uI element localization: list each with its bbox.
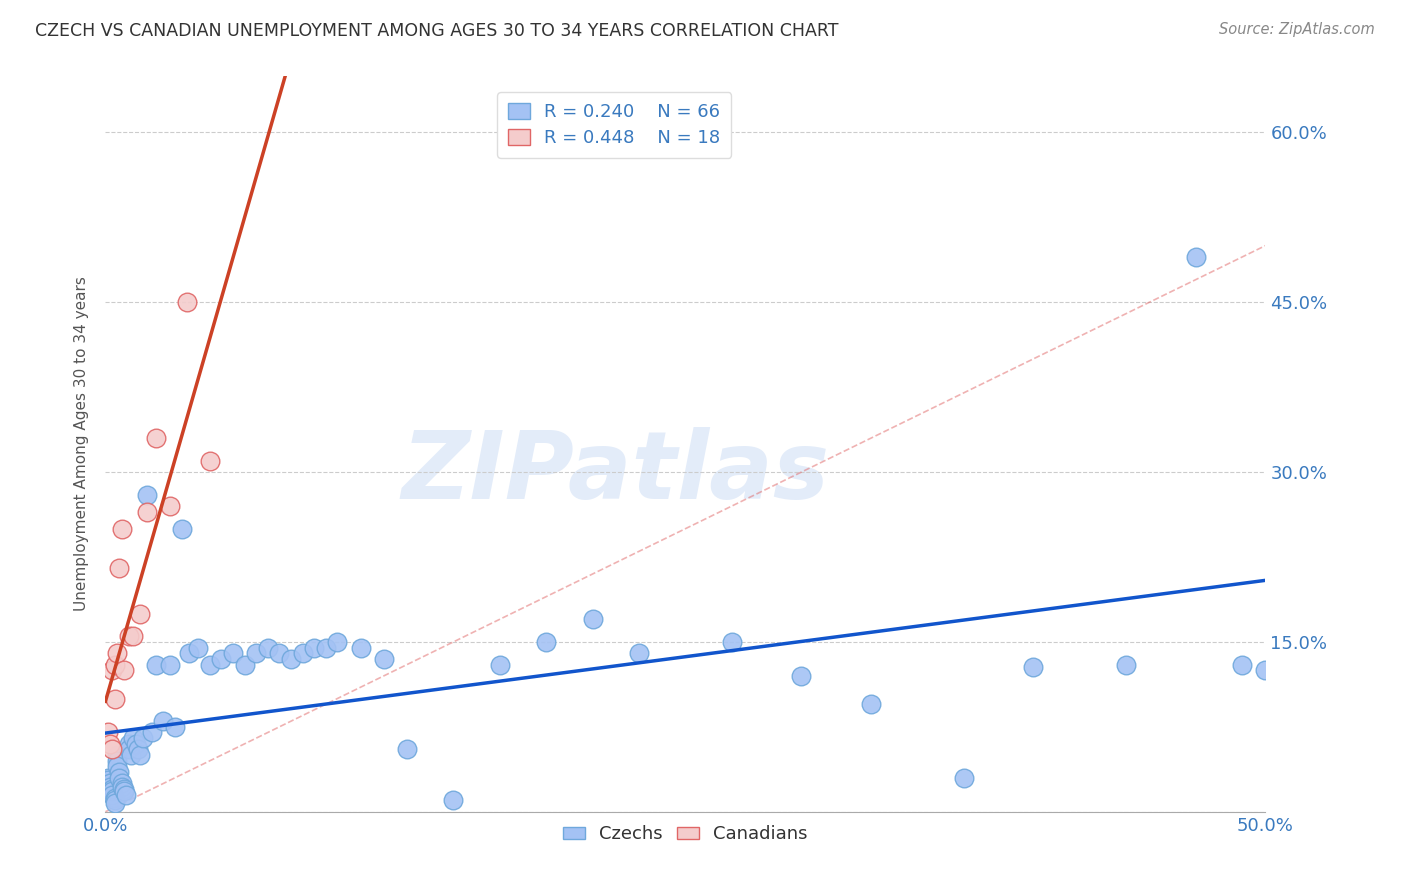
Point <box>101 782 124 797</box>
Point <box>280 652 302 666</box>
Point <box>101 742 124 756</box>
Point <box>111 776 134 790</box>
Point <box>349 640 371 655</box>
Point <box>105 748 128 763</box>
Point <box>159 499 181 513</box>
Point <box>115 788 138 802</box>
Point <box>163 720 186 734</box>
Point <box>108 765 131 780</box>
Point <box>141 725 163 739</box>
Point <box>326 635 349 649</box>
Point <box>118 737 141 751</box>
Point <box>98 780 121 794</box>
Point <box>721 635 744 649</box>
Point <box>98 776 121 790</box>
Text: ZIPatlas: ZIPatlas <box>402 427 830 519</box>
Point <box>104 796 127 810</box>
Point <box>112 782 135 797</box>
Point <box>396 742 419 756</box>
Point <box>124 737 146 751</box>
Text: Source: ZipAtlas.com: Source: ZipAtlas.com <box>1219 22 1375 37</box>
Point <box>108 771 131 785</box>
Point <box>122 629 145 643</box>
Point <box>860 697 883 711</box>
Point <box>105 646 128 660</box>
Text: CZECH VS CANADIAN UNEMPLOYMENT AMONG AGES 30 TO 34 YEARS CORRELATION CHART: CZECH VS CANADIAN UNEMPLOYMENT AMONG AGE… <box>35 22 838 40</box>
Point <box>136 505 159 519</box>
Point <box>108 561 131 575</box>
Point <box>104 791 127 805</box>
Point <box>97 725 120 739</box>
Point <box>152 714 174 728</box>
Point <box>101 788 124 802</box>
Point <box>582 612 605 626</box>
Point <box>257 640 280 655</box>
Point <box>112 663 135 677</box>
Point <box>790 669 813 683</box>
Point <box>97 772 120 787</box>
Legend: Czechs, Canadians: Czechs, Canadians <box>555 818 815 851</box>
Point <box>534 635 557 649</box>
Point <box>1115 657 1137 672</box>
Point <box>104 793 127 807</box>
Point <box>245 646 267 660</box>
Point <box>222 646 245 660</box>
Point <box>105 759 128 773</box>
Point <box>97 771 120 785</box>
Point <box>145 431 167 445</box>
Point <box>176 295 198 310</box>
Point <box>129 607 152 621</box>
Point <box>101 663 124 677</box>
Point <box>129 748 152 763</box>
Point <box>98 737 121 751</box>
Point <box>187 640 209 655</box>
Point <box>131 731 153 746</box>
Point <box>489 657 512 672</box>
Point <box>953 771 976 785</box>
Point <box>145 657 167 672</box>
Point <box>136 488 159 502</box>
Point <box>1185 250 1208 264</box>
Point <box>373 652 395 666</box>
Point <box>112 784 135 798</box>
Point <box>170 522 193 536</box>
Y-axis label: Unemployment Among Ages 30 to 34 years: Unemployment Among Ages 30 to 34 years <box>75 277 90 611</box>
Point <box>101 784 124 798</box>
Point <box>1254 663 1277 677</box>
Point <box>233 657 256 672</box>
Point <box>304 640 326 655</box>
Point <box>441 793 464 807</box>
Point <box>159 657 181 672</box>
Point <box>1022 660 1045 674</box>
Point <box>315 640 337 655</box>
Point <box>122 731 145 746</box>
Point <box>198 657 221 672</box>
Point <box>177 646 200 660</box>
Point <box>105 754 128 768</box>
Point <box>127 742 149 756</box>
Point <box>118 629 141 643</box>
Point <box>104 691 127 706</box>
Point <box>211 652 233 666</box>
Point <box>628 646 651 660</box>
Point <box>269 646 291 660</box>
Point <box>291 646 314 660</box>
Point <box>1232 657 1254 672</box>
Point <box>120 748 142 763</box>
Point <box>198 454 221 468</box>
Point <box>111 780 134 794</box>
Point <box>118 742 141 756</box>
Point <box>104 657 127 672</box>
Point <box>111 522 134 536</box>
